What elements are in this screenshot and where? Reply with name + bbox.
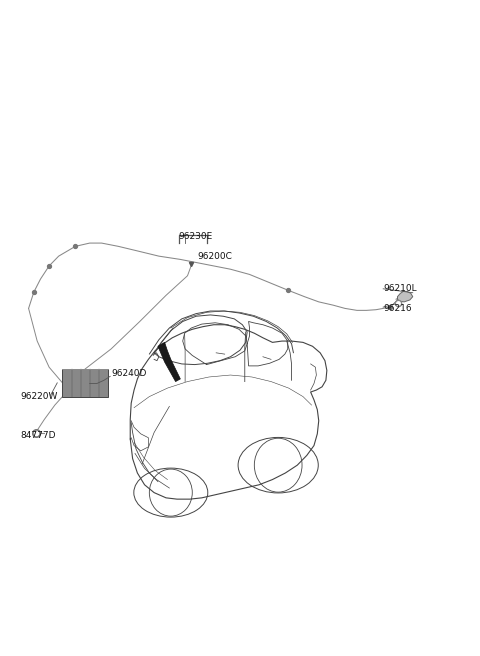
Polygon shape: [158, 342, 180, 382]
Polygon shape: [397, 291, 413, 302]
Text: 96216: 96216: [383, 304, 412, 313]
Text: 96220W: 96220W: [21, 392, 58, 401]
Text: 96240D: 96240D: [111, 369, 146, 379]
Text: 96210L: 96210L: [383, 284, 417, 293]
Text: 96230E: 96230E: [178, 232, 212, 241]
Bar: [62, 369, 108, 397]
Text: 84777D: 84777D: [21, 431, 56, 440]
Text: 96200C: 96200C: [197, 252, 232, 260]
